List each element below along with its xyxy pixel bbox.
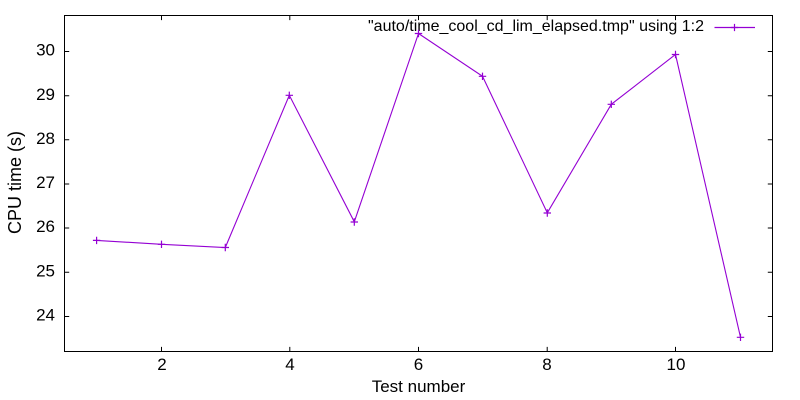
svg-text:24: 24 — [36, 306, 55, 325]
svg-text:4: 4 — [285, 355, 294, 374]
svg-text:29: 29 — [36, 85, 55, 104]
svg-text:"auto/time_cool_cd_lim_elapsed: "auto/time_cool_cd_lim_elapsed.tmp" usin… — [368, 18, 704, 35]
svg-text:2: 2 — [157, 355, 166, 374]
svg-text:Test number: Test number — [372, 377, 466, 396]
svg-text:6: 6 — [414, 355, 423, 374]
svg-text:30: 30 — [36, 41, 55, 60]
svg-text:27: 27 — [36, 173, 55, 192]
svg-text:26: 26 — [36, 217, 55, 236]
svg-text:CPU time (s): CPU time (s) — [5, 131, 25, 234]
svg-text:25: 25 — [36, 261, 55, 280]
svg-text:10: 10 — [667, 355, 686, 374]
svg-text:8: 8 — [542, 355, 551, 374]
svg-text:28: 28 — [36, 129, 55, 148]
